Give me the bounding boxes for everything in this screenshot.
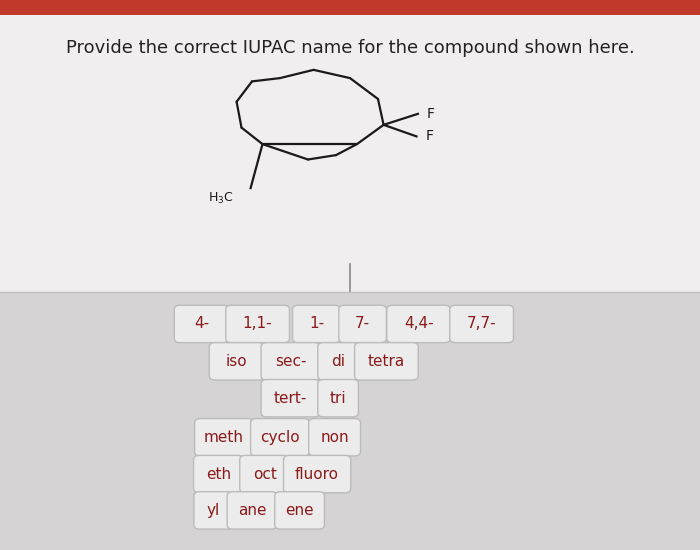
Text: cyclo: cyclo xyxy=(260,430,300,445)
Text: ene: ene xyxy=(286,503,314,518)
FancyBboxPatch shape xyxy=(209,343,264,380)
Bar xyxy=(0,292,700,550)
Text: eth: eth xyxy=(206,466,231,482)
FancyBboxPatch shape xyxy=(261,379,320,417)
Text: Provide the correct IUPAC name for the compound shown here.: Provide the correct IUPAC name for the c… xyxy=(66,40,634,57)
Text: 7-: 7- xyxy=(355,316,370,332)
Text: F: F xyxy=(426,129,433,144)
Text: non: non xyxy=(321,430,349,445)
Text: 4-: 4- xyxy=(194,316,209,332)
Text: H$_3$C: H$_3$C xyxy=(207,190,233,206)
FancyBboxPatch shape xyxy=(195,419,253,456)
FancyBboxPatch shape xyxy=(449,305,513,343)
FancyBboxPatch shape xyxy=(309,419,360,456)
FancyBboxPatch shape xyxy=(318,379,358,417)
FancyBboxPatch shape xyxy=(318,343,358,380)
FancyBboxPatch shape xyxy=(274,492,324,529)
Text: fluoro: fluoro xyxy=(295,466,339,482)
Text: ane: ane xyxy=(238,503,266,518)
FancyBboxPatch shape xyxy=(339,305,386,343)
FancyBboxPatch shape xyxy=(251,419,309,456)
Text: 4,4-: 4,4- xyxy=(404,316,433,332)
FancyBboxPatch shape xyxy=(227,492,276,529)
FancyBboxPatch shape xyxy=(239,455,290,493)
Text: 7,7-: 7,7- xyxy=(467,316,496,332)
FancyBboxPatch shape xyxy=(261,343,320,380)
Text: oct: oct xyxy=(253,466,276,482)
FancyBboxPatch shape xyxy=(194,492,233,529)
Text: tri: tri xyxy=(330,390,346,406)
FancyBboxPatch shape xyxy=(284,455,351,493)
FancyBboxPatch shape xyxy=(193,455,244,493)
Text: meth: meth xyxy=(204,430,244,445)
Text: yl: yl xyxy=(207,503,220,518)
Text: di: di xyxy=(331,354,345,369)
Text: tert-: tert- xyxy=(274,390,307,406)
Text: iso: iso xyxy=(226,354,247,369)
Bar xyxy=(0,0,700,292)
Text: F: F xyxy=(427,107,435,121)
FancyBboxPatch shape xyxy=(174,305,229,343)
Text: 1,1-: 1,1- xyxy=(243,316,272,332)
Text: tetra: tetra xyxy=(368,354,405,369)
Text: sec-: sec- xyxy=(274,354,307,369)
FancyBboxPatch shape xyxy=(355,343,419,380)
Text: 1-: 1- xyxy=(309,316,324,332)
FancyBboxPatch shape xyxy=(225,305,290,343)
FancyBboxPatch shape xyxy=(293,305,340,343)
Bar xyxy=(0,0,700,15)
FancyBboxPatch shape xyxy=(386,305,451,343)
